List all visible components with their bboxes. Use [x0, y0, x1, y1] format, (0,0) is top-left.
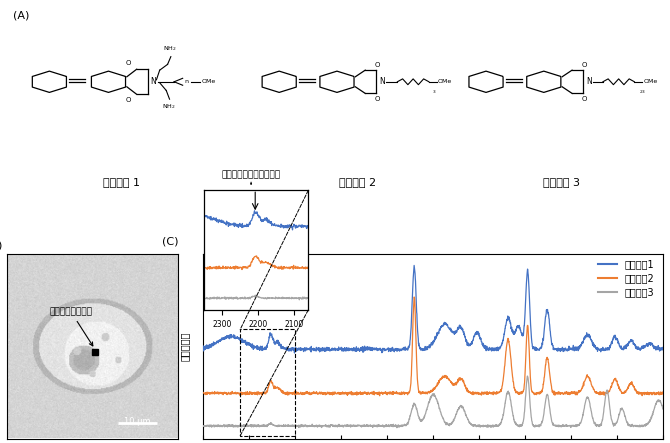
Text: OMe: OMe [438, 79, 452, 84]
Text: O: O [582, 62, 587, 68]
Legend: プロープ1, プロープ2, プロープ3: プロープ1, プロープ2, プロープ3 [594, 256, 659, 301]
Text: (B): (B) [0, 241, 3, 251]
Text: n: n [184, 79, 188, 84]
Text: OMe: OMe [644, 79, 658, 84]
Text: (A): (A) [13, 10, 29, 20]
Text: NH$_2$: NH$_2$ [162, 102, 176, 111]
Text: レーザー照射位置: レーザー照射位置 [50, 307, 93, 346]
Bar [240, 330, 295, 436]
Text: O: O [375, 96, 381, 102]
Text: (C): (C) [162, 236, 178, 246]
Text: N: N [586, 77, 592, 86]
Text: N: N [150, 77, 155, 86]
Text: プロープ 1: プロープ 1 [103, 177, 140, 187]
Text: OMe: OMe [202, 79, 216, 84]
Text: プロープ 2: プロープ 2 [340, 177, 377, 187]
Text: ラマン強度: ラマン強度 [180, 332, 190, 361]
Text: O: O [125, 97, 131, 103]
Text: O: O [582, 96, 587, 102]
Text: 10 μm: 10 μm [124, 417, 151, 427]
Text: $_{23}$: $_{23}$ [639, 89, 647, 96]
Text: NH$_2$: NH$_2$ [163, 44, 176, 53]
Text: O: O [375, 62, 381, 68]
Text: $_3$: $_3$ [432, 89, 437, 96]
Text: プロープ由来のシグナル: プロープ由来のシグナル [222, 171, 281, 179]
Text: N: N [379, 77, 385, 86]
Text: O: O [125, 60, 131, 66]
Text: プロープ 3: プロープ 3 [543, 177, 580, 187]
